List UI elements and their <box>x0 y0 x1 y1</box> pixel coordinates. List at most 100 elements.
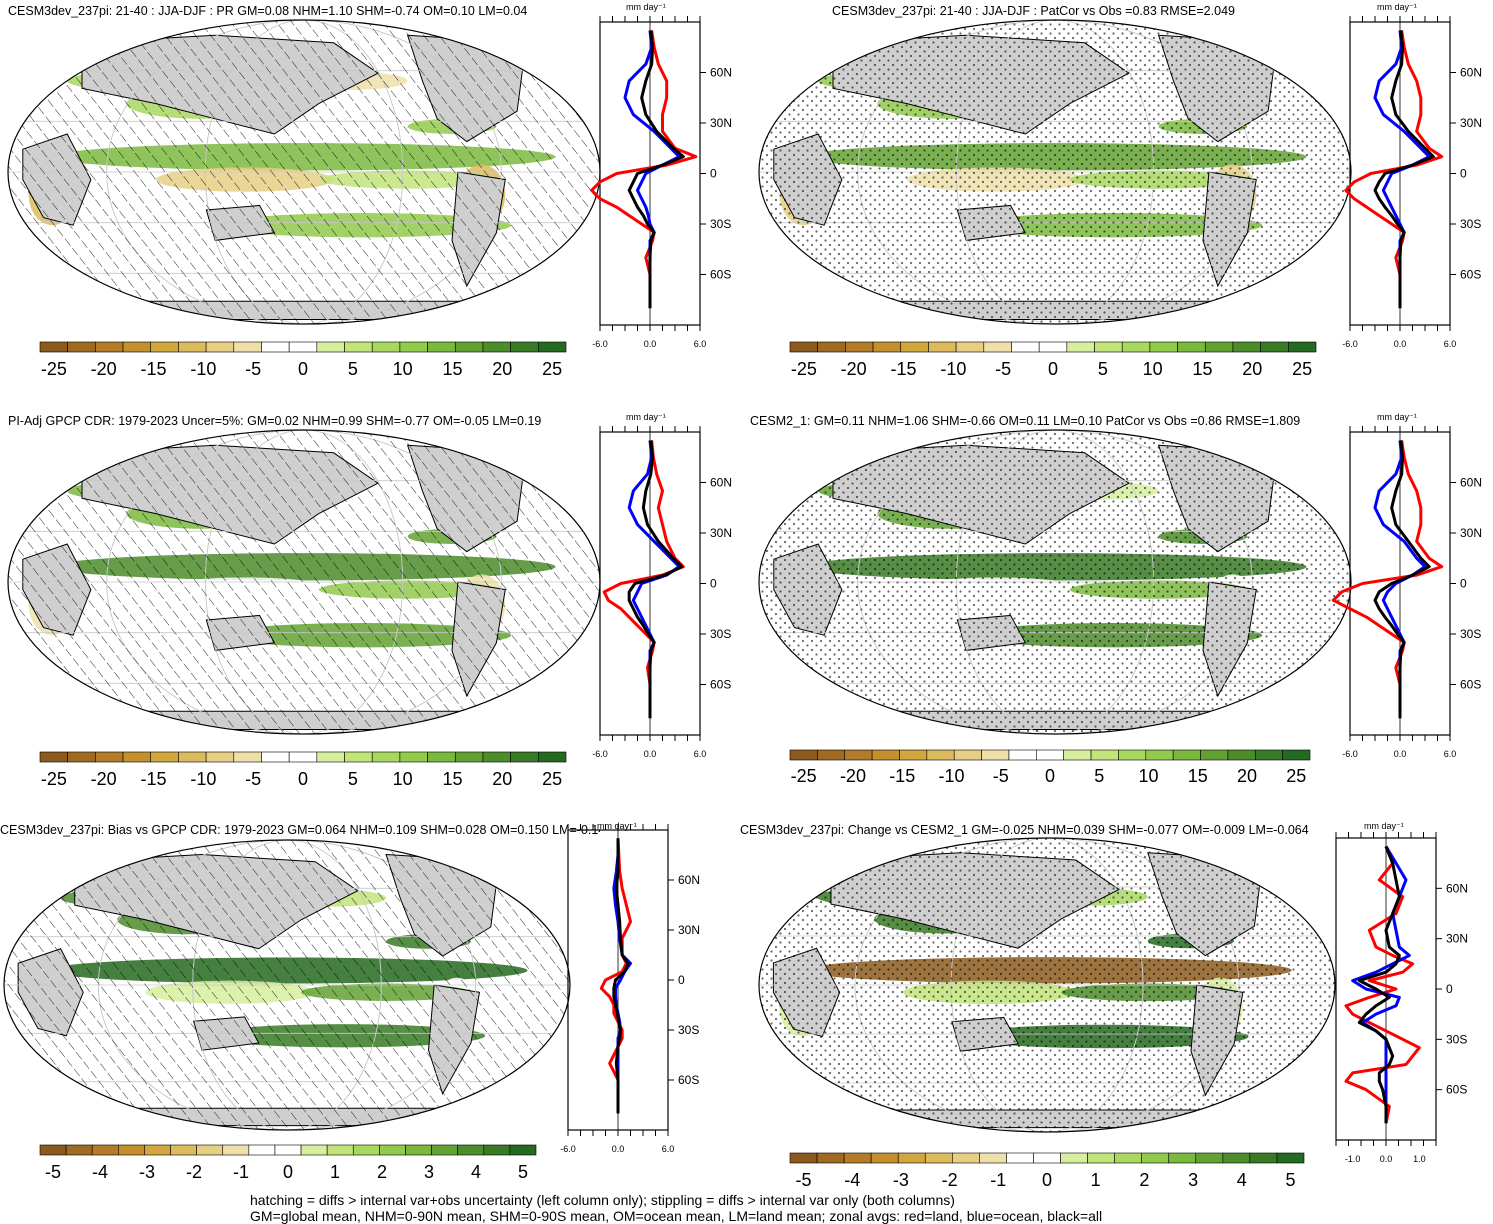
profile-lat-label: 30N <box>1460 116 1482 130</box>
zonal-profile-3: -6.0 0.0 6.0 60N 30N 0 30S 60S <box>592 426 732 759</box>
colorbar-tick-label: -10 <box>190 359 216 379</box>
colorbar-swatch <box>482 341 511 353</box>
figure-canvas: -6.0 0.0 6.0 60N 30N 0 30S 60S -6.0 0.0 6.0 60N 30N 0… <box>3 16 1482 1190</box>
colorbar-tick-label: 25 <box>542 359 562 379</box>
colorbar-tick-label: 3 <box>424 1162 434 1182</box>
colorbar-3: -25 -20 -15 -10 -5 0 5 10 15 20 25 <box>39 751 567 789</box>
map-panel-5 <box>3 839 571 1131</box>
land-mask <box>534 34 586 74</box>
colorbar-swatch <box>924 1152 953 1164</box>
colorbar-swatch <box>1282 749 1311 761</box>
profile-lat-label: 30S <box>710 217 731 231</box>
colorbar-tick-label: 0 <box>1045 766 1055 786</box>
colorbar-tick-label: 15 <box>442 769 462 789</box>
colorbar-swatch <box>952 1152 980 1164</box>
colorbar-swatch <box>817 749 846 761</box>
stippling-overlay <box>759 20 1351 324</box>
colorbar-tick-label: 2 <box>1139 1170 1149 1190</box>
colorbar-swatch <box>1063 749 1092 761</box>
colorbar-tick-label: 10 <box>393 359 413 379</box>
colorbar-swatch <box>870 1152 899 1164</box>
profile-lat-label: 60N <box>710 476 732 490</box>
colorbar-tick-label: 4 <box>1237 1170 1247 1190</box>
colorbar-tick-label: 15 <box>442 359 462 379</box>
colorbar-tick-label: -5 <box>245 359 261 379</box>
colorbar-swatch <box>1227 749 1256 761</box>
colorbar-swatch <box>118 1144 145 1156</box>
land-zonal-mean-line <box>602 440 685 719</box>
colorbar-tick-label: 20 <box>1242 359 1262 379</box>
all-zonal-mean-line <box>627 440 684 719</box>
colorbar-swatch <box>122 751 152 763</box>
colorbar-swatch <box>233 341 262 353</box>
colorbar-tick-label: -4 <box>92 1162 108 1182</box>
colorbar-swatch <box>344 341 373 353</box>
colorbar-swatch <box>538 341 567 353</box>
colorbar-tick-label: -25 <box>41 769 67 789</box>
colorbar-tick-label: -4 <box>844 1170 860 1190</box>
colorbar-tick-label: -15 <box>140 769 166 789</box>
all-zonal-mean-line <box>627 30 685 309</box>
profile-lat-label: 60N <box>1446 881 1468 895</box>
colorbar-tick-label: -2 <box>186 1162 202 1182</box>
colorbar-tick-label: 0 <box>298 359 308 379</box>
colorbar-swatch <box>274 1144 302 1156</box>
map-panel-1 <box>7 19 601 325</box>
map-panel-2 <box>758 19 1352 325</box>
panel-title: CESM3dev_237pi: 21-40 : JJA-DJF : PR GM=… <box>8 4 528 18</box>
colorbar-tick-label: -10 <box>938 766 964 786</box>
colorbar-1: -25 -20 -15 -10 -5 0 5 10 15 20 25 <box>39 341 567 379</box>
colorbar-swatch <box>1222 1152 1251 1164</box>
profile-x-tick-label: 0.0 <box>644 339 657 349</box>
colorbar-tick-label: -10 <box>940 359 966 379</box>
profile-lat-label: 0 <box>1460 167 1467 181</box>
colorbar-swatch <box>1249 1152 1278 1164</box>
colorbar-swatch <box>1036 749 1064 761</box>
colorbar-swatch <box>222 1144 250 1156</box>
colorbar-tick-label: 20 <box>492 359 512 379</box>
colorbar-swatch <box>845 341 874 353</box>
colorbar-tick-label: 20 <box>492 769 512 789</box>
colorbar-tick-label: 0 <box>298 769 308 789</box>
colorbar-swatch <box>1094 341 1123 353</box>
land-mask <box>1285 444 1337 484</box>
colorbar-swatch <box>928 341 957 353</box>
profile-lat-label: 0 <box>678 973 685 987</box>
profile-lat-label: 30N <box>678 923 700 937</box>
units-label: mm day⁻¹ <box>597 821 637 831</box>
colorbar-swatch <box>1114 1152 1142 1164</box>
map-panel-3 <box>7 429 601 735</box>
colorbar-swatch <box>1060 1152 1088 1164</box>
colorbar-tick-label: 20 <box>1237 766 1257 786</box>
profile-lat-label: 0 <box>710 167 717 181</box>
colorbar-swatch <box>122 341 152 353</box>
colorbar-swatch <box>538 751 567 763</box>
colorbar-swatch <box>955 341 985 353</box>
colorbar-tick-label: 5 <box>348 359 358 379</box>
colorbar-tick-label: 10 <box>1143 359 1163 379</box>
colorbar-tick-label: 15 <box>1188 766 1208 786</box>
colorbar-swatch <box>316 341 345 353</box>
units-label: mm day⁻¹ <box>1377 2 1417 12</box>
colorbar-swatch <box>326 1144 354 1156</box>
units-label: mm day⁻¹ <box>1364 821 1404 831</box>
colorbar-tick-label: -3 <box>139 1162 155 1182</box>
colorbar-tick-label: -5 <box>993 766 1009 786</box>
colorbar-tick-label: -15 <box>140 359 166 379</box>
colorbar-swatch <box>344 751 373 763</box>
stippling-overlay <box>759 430 1351 734</box>
profile-lat-label: 60N <box>1460 476 1482 490</box>
all-zonal-mean-line <box>1373 30 1435 309</box>
colorbar-tick-label: -10 <box>190 769 216 789</box>
colorbar-tick-label: 2 <box>377 1162 387 1182</box>
zonal-profile-1: -6.0 0.0 6.0 60N 30N 0 30S 60S <box>590 16 732 349</box>
colorbar-tick-label: 5 <box>348 769 358 789</box>
colorbar-swatch <box>150 751 179 763</box>
colorbar-tick-label: 5 <box>1285 1170 1295 1190</box>
land-zonal-mean-line <box>590 30 698 309</box>
colorbar-swatch <box>816 1152 845 1164</box>
panel-title: CESM3dev_237pi: Bias vs GPCP CDR: 1979-2… <box>0 823 600 837</box>
colorbar-tick-label: 25 <box>542 769 562 789</box>
map-border <box>3 839 571 1131</box>
colorbar-swatch <box>205 341 235 353</box>
